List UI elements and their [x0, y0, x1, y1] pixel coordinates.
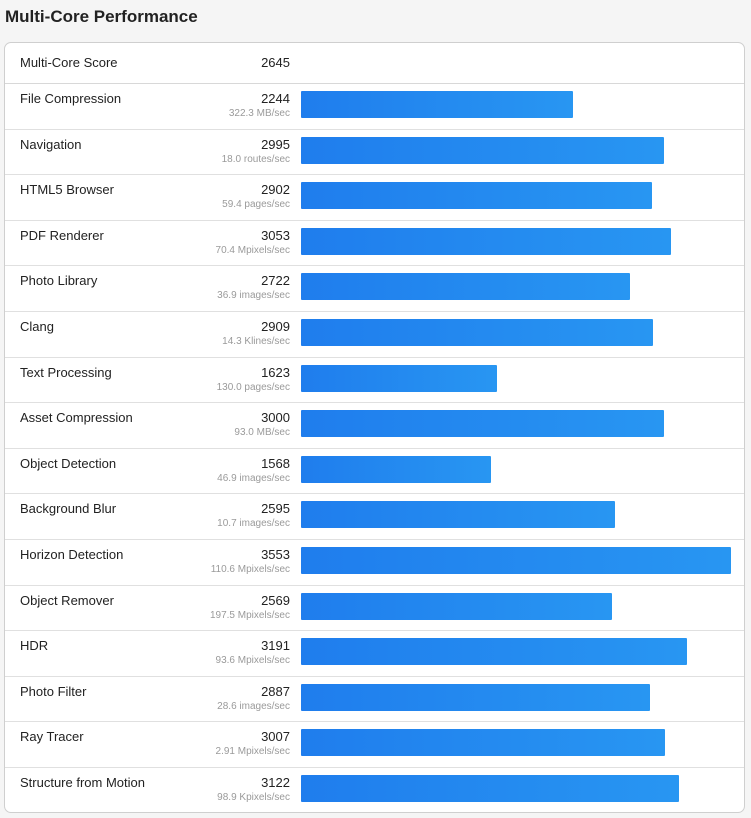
benchmark-rate: 46.9 images/sec	[217, 472, 290, 484]
benchmark-row: Clang 2909 14.3 Klines/sec	[5, 312, 744, 358]
benchmark-row: HTML5 Browser 2902 59.4 pages/sec	[5, 175, 744, 221]
benchmark-row: Object Detection 1568 46.9 images/sec	[5, 449, 744, 495]
benchmark-rate: 93.0 MB/sec	[234, 427, 290, 439]
score-bar	[301, 319, 654, 346]
benchmark-row: Navigation 2995 18.0 routes/sec	[5, 130, 744, 176]
benchmark-score: 2995	[261, 136, 290, 152]
benchmark-rate: 110.6 Mpixels/sec	[210, 564, 290, 575]
benchmark-row: Photo Filter 2887 28.6 images/sec	[5, 677, 744, 723]
score-bar	[301, 775, 679, 802]
benchmark-name: HTML5 Browser	[20, 182, 114, 198]
benchmark-rate: 197.5 Mpixels/sec	[209, 609, 290, 621]
benchmark-score: 3553	[261, 547, 290, 562]
score-bar	[301, 501, 616, 529]
benchmark-name: Background Blur	[20, 501, 117, 517]
score-bar	[301, 638, 688, 666]
score-bar	[301, 136, 664, 164]
benchmark-score: 3007	[261, 729, 290, 745]
score-value: 2645	[261, 55, 290, 70]
benchmark-score: 2569	[261, 592, 290, 608]
benchmark-name: Photo Library	[20, 273, 98, 289]
score-bar	[301, 729, 665, 757]
benchmark-name: HDR	[20, 638, 49, 654]
benchmark-name: Navigation	[20, 136, 82, 152]
benchmark-rate: 322.3 MB/sec	[228, 108, 290, 119]
benchmark-row: Asset Compression 3000 93.0 MB/sec	[5, 403, 744, 449]
benchmark-row: File Compression 2244 322.3 MB/sec	[5, 84, 744, 130]
benchmark-rate: 93.6 Mpixels/sec	[215, 655, 290, 667]
benchmark-score: 3053	[261, 227, 290, 243]
benchmark-score: 3191	[261, 638, 290, 654]
benchmark-rate: 18.0 routes/sec	[221, 153, 290, 165]
benchmark-score: 3000	[261, 410, 290, 426]
benchmark-score: 2887	[261, 683, 290, 699]
benchmark-row: Structure from Motion 3122 98.9 Kpixels/se…	[5, 768, 744, 812]
score-bar	[301, 91, 573, 118]
benchmark-row: PDF Renderer 3053 70.4 Mpixels/sec	[5, 221, 744, 267]
benchmark-name: Object Detection	[20, 455, 117, 471]
benchmark-row: Text Processing 1623 130.0 pages/sec	[5, 358, 744, 404]
benchmark-name: Clang	[20, 319, 54, 334]
benchmark-score: 2909	[261, 319, 290, 334]
benchmark-name: Structure from Motion	[20, 775, 145, 790]
benchmark-score: 2244	[261, 91, 290, 106]
benchmark-rate: 98.9 Kpixels/sec	[217, 792, 290, 803]
score-bar	[301, 547, 731, 574]
score-bar	[301, 364, 498, 392]
benchmark-name: Text Processing	[20, 364, 112, 380]
benchmark-rate: 10.7 images/sec	[217, 518, 290, 530]
benchmark-row: HDR 3191 93.6 Mpixels/sec	[5, 631, 744, 677]
benchmark-rate: 59.4 pages/sec	[222, 199, 290, 211]
multi-core-score-row: Multi-Core Score 2645	[5, 43, 744, 84]
score-bar	[301, 273, 631, 301]
benchmark-name: Photo Filter	[20, 683, 87, 699]
benchmark-score: 1568	[261, 455, 290, 471]
score-label: Multi-Core Score	[20, 55, 118, 70]
benchmark-row: Background Blur 2595 10.7 images/sec	[5, 494, 744, 540]
benchmark-rate: 28.6 images/sec	[217, 700, 290, 712]
benchmark-name: File Compression	[20, 91, 122, 106]
benchmark-score: 1623	[261, 364, 290, 380]
benchmark-name: Ray Tracer	[20, 729, 84, 745]
benchmark-score: 2902	[261, 182, 290, 198]
benchmark-row: Horizon Detection 3553 110.6 Mpixels/sec	[5, 540, 744, 586]
benchmark-score: 2595	[261, 501, 290, 517]
benchmark-name: Object Remover	[20, 592, 114, 608]
results-panel: Multi-Core Score 2645 File Compression 22…	[4, 42, 745, 813]
score-bar	[301, 455, 491, 483]
page-title: Multi-Core Performance	[5, 7, 198, 26]
score-bar	[301, 410, 665, 438]
benchmark-rate: 14.3 Klines/sec	[222, 336, 290, 347]
benchmark-row: Photo Library 2722 36.9 images/sec	[5, 266, 744, 312]
benchmark-score: 2722	[261, 273, 290, 289]
benchmark-row: Ray Tracer 3007 2.91 Mpixels/sec	[5, 722, 744, 768]
benchmark-rate: 130.0 pages/sec	[216, 381, 290, 393]
benchmark-rate: 70.4 Mpixels/sec	[215, 244, 290, 256]
benchmark-score: 3122	[261, 775, 290, 790]
benchmark-name: PDF Renderer	[20, 227, 104, 243]
benchmark-name: Asset Compression	[20, 410, 133, 426]
benchmark-rate: 36.9 images/sec	[217, 290, 290, 302]
benchmark-row: Object Remover 2569 197.5 Mpixels/sec	[5, 586, 744, 632]
score-bar	[301, 683, 651, 711]
benchmark-name: Horizon Detection	[20, 547, 124, 562]
score-bar	[301, 227, 671, 255]
score-bar	[301, 182, 653, 210]
score-bar	[301, 592, 612, 620]
benchmark-rate: 2.91 Mpixels/sec	[215, 746, 290, 758]
